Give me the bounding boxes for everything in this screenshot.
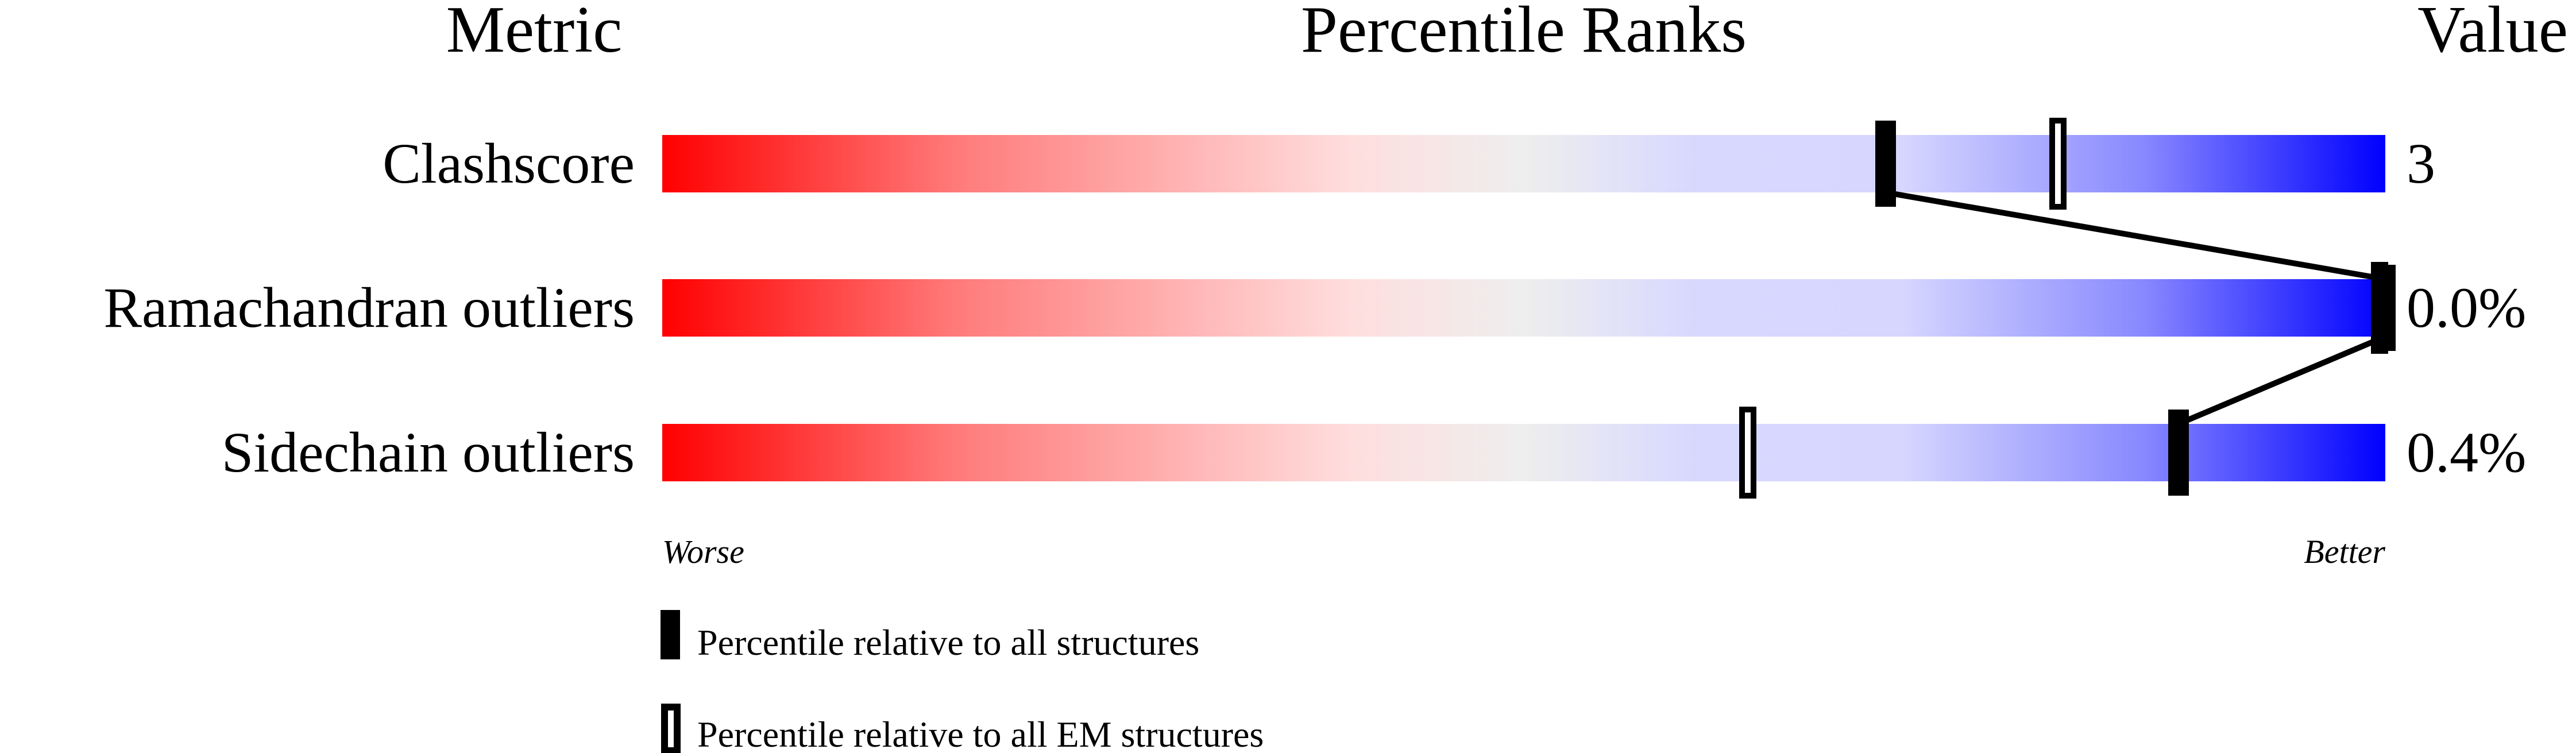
connector-line (2177, 334, 2386, 427)
metric-label: Ramachandran outliers (103, 276, 635, 339)
marker-em-percentile (2049, 118, 2067, 210)
marker-em-percentile (1739, 407, 1756, 499)
legend-label-all: Percentile relative to all structures (697, 622, 1199, 663)
metric-value: 0.0% (2407, 276, 2526, 339)
percentile-bar (662, 424, 2385, 481)
legend-marker-all (661, 610, 680, 659)
axis-label-better: Better (2304, 533, 2385, 570)
metric-value: 3 (2407, 132, 2435, 195)
percentile-bar (662, 135, 2385, 192)
header-value: Value (2417, 0, 2568, 66)
header-percentile-ranks: Percentile Ranks (1301, 0, 1747, 66)
header-metric: Metric (446, 0, 623, 66)
metric-value: 0.4% (2407, 420, 2526, 484)
connector-line (1885, 190, 2386, 282)
metric-label: Sidechain outliers (222, 420, 635, 484)
percentile-bar (662, 279, 2385, 337)
legend-marker-em (661, 704, 681, 753)
legend-label-em: Percentile relative to all EM structures (697, 714, 1264, 753)
axis-label-worse: Worse (662, 533, 744, 570)
metric-label: Clashscore (383, 132, 635, 195)
